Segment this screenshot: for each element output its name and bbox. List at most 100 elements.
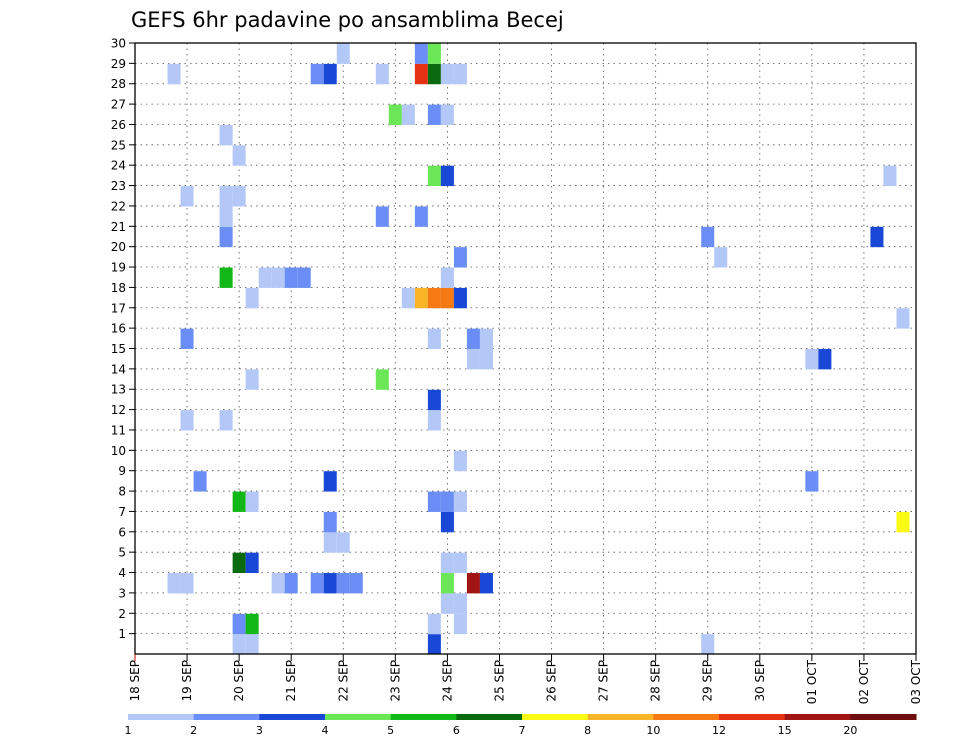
colorbar-label: 6: [453, 724, 460, 737]
colorbar-label: 12: [712, 724, 726, 737]
precip-cell: [180, 573, 194, 594]
precip-cell: [701, 226, 715, 248]
precip-cell: [219, 410, 233, 431]
precip-cell: [440, 267, 454, 288]
precip-cell: [219, 124, 233, 146]
precip-cell: [440, 511, 454, 533]
y-tick-label: 30: [111, 37, 126, 51]
y-tick-label: 14: [111, 362, 126, 376]
precip-cell: [167, 63, 181, 85]
colorbar-swatch: [325, 714, 392, 720]
precip-cell: [323, 532, 337, 553]
precip-cell: [427, 410, 441, 431]
precip-cell: [219, 206, 233, 227]
precip-cell: [232, 491, 246, 512]
y-tick-label: 24: [111, 159, 126, 173]
precip-cell: [219, 186, 233, 207]
x-tick-label: 03 OCT: [909, 659, 923, 704]
x-axis-ticks: 18 SEP 19 SEP 20 SEP 21 SEP 22 SEP 23 SEP 24 S…: [128, 654, 923, 704]
precip-cell: [453, 491, 467, 512]
y-tick-label: 8: [118, 485, 126, 499]
precip-cell: [323, 573, 337, 594]
precip-cell: [310, 573, 324, 594]
y-tick-label: 16: [111, 322, 126, 336]
colorbar-label: 20: [843, 724, 857, 737]
precip-cell: [414, 287, 428, 309]
precip-cell: [870, 226, 884, 248]
x-tick-label: 23 SEP: [388, 660, 402, 702]
precip-cell: [453, 450, 467, 472]
colorbar-label: 10: [646, 724, 660, 737]
y-tick-label: 3: [118, 586, 126, 600]
colorbar-label: 15: [778, 724, 792, 737]
precip-cell: [818, 349, 832, 370]
y-tick-label: 18: [111, 281, 126, 295]
colorbar-label: 4: [322, 724, 329, 737]
colorbar-swatch: [850, 714, 917, 720]
y-axis-ticks: 1234567891011121314151617181920212223242…: [111, 37, 135, 641]
precip-cell: [896, 511, 910, 533]
colorbar-swatch: [259, 714, 326, 720]
y-tick-label: 15: [111, 342, 126, 356]
y-tick-label: 9: [118, 464, 126, 478]
y-tick-label: 25: [111, 138, 126, 152]
precip-cell: [232, 634, 246, 655]
x-tick-label: 27 SEP: [597, 660, 611, 702]
precip-cell: [479, 328, 493, 349]
y-tick-label: 20: [111, 240, 126, 254]
precip-cell: [414, 206, 428, 227]
x-tick-label: 24 SEP: [440, 660, 454, 702]
precip-cell: [427, 287, 441, 309]
y-tick-label: 22: [111, 199, 126, 213]
precip-cell: [440, 491, 454, 512]
precip-cell: [297, 267, 311, 288]
precip-cell: [245, 613, 259, 635]
precip-cell: [440, 104, 454, 125]
y-tick-label: 7: [118, 505, 126, 519]
y-tick-label: 1: [118, 627, 126, 641]
precip-cell: [440, 63, 454, 85]
y-tick-label: 21: [111, 220, 126, 234]
precip-cell: [245, 552, 259, 574]
precip-cell: [232, 145, 246, 166]
precip-cell: [466, 349, 480, 370]
colorbar-label: 3: [256, 724, 263, 737]
colorbar-swatch: [587, 714, 654, 720]
colorbar-swatch: [456, 714, 523, 720]
precip-cell: [245, 287, 259, 309]
colorbar-swatch: [522, 714, 589, 720]
y-tick-label: 17: [111, 301, 126, 315]
y-tick-label: 28: [111, 77, 126, 91]
precip-cell: [427, 104, 441, 125]
colorbar-swatch: [390, 714, 457, 720]
x-tick-label: 21 SEP: [284, 660, 298, 702]
y-tick-label: 13: [111, 383, 126, 397]
precip-cell: [336, 43, 350, 64]
precip-cell: [453, 247, 467, 268]
y-tick-label: 19: [111, 261, 126, 275]
precip-cell: [323, 471, 337, 492]
chart-title: GEFS 6hr padavine po ansamblima Becej: [131, 8, 564, 32]
precip-cell: [414, 63, 428, 85]
precip-cell: [479, 349, 493, 370]
precip-cell: [245, 634, 259, 655]
colorbar-label: 5: [387, 724, 394, 737]
precip-cell: [896, 308, 910, 329]
precip-cell: [453, 552, 467, 574]
precip-cell: [453, 287, 467, 309]
precip-cell: [805, 349, 819, 370]
precip-cell: [805, 471, 819, 492]
precip-cell: [427, 328, 441, 349]
y-tick-label: 2: [118, 607, 126, 621]
precip-cell: [284, 267, 298, 288]
precip-cell: [453, 593, 467, 614]
y-tick-label: 11: [111, 423, 126, 437]
precip-cell: [883, 165, 897, 187]
colorbar-swatch: [784, 714, 851, 720]
y-tick-label: 26: [111, 118, 126, 132]
precip-cell: [440, 552, 454, 574]
colorbar-swatch: [193, 714, 260, 720]
colorbar-label: 8: [584, 724, 591, 737]
x-tick-label: 22 SEP: [336, 660, 350, 702]
